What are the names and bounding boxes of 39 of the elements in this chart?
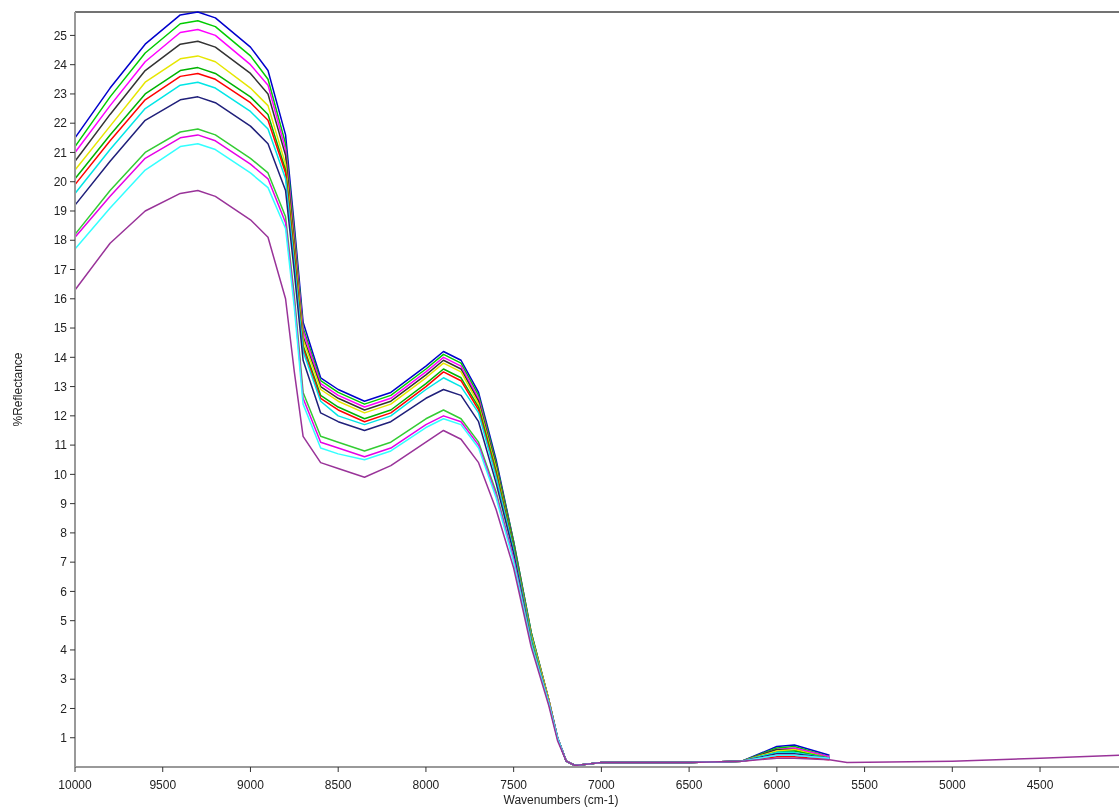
x-tick-label: 8000: [412, 778, 440, 792]
x-tick-label: 9000: [237, 778, 265, 792]
y-tick-label: 13: [53, 379, 68, 394]
y-tick-label: 23: [53, 87, 68, 102]
x-tick-label: 7500: [500, 778, 528, 792]
y-tick-label: 4: [60, 643, 68, 658]
y-tick-label: 5: [60, 613, 68, 628]
y-tick-label: 19: [53, 204, 68, 219]
y-tick-label: 12: [53, 409, 68, 424]
y-tick-label: 1: [60, 730, 68, 745]
y-tick-label: 24: [53, 57, 68, 72]
x-tick-label: 6000: [763, 778, 791, 792]
y-tick-label: 25: [53, 28, 68, 43]
x-tick-label: 10000: [58, 778, 93, 792]
y-tick-label: 20: [53, 174, 68, 189]
x-tick-label: 8500: [324, 778, 352, 792]
y-tick-label: 6: [60, 584, 68, 599]
x-tick-label: 5500: [851, 778, 879, 792]
x-tick-label: 6500: [675, 778, 703, 792]
x-tick-label: 7000: [588, 778, 616, 792]
y-tick-label: 9: [60, 496, 68, 511]
y-tick-label: 11: [54, 438, 68, 453]
y-tick-label: 15: [53, 321, 68, 336]
y-tick-label: 2: [60, 701, 68, 716]
y-tick-label: 10: [53, 467, 68, 482]
y-tick-label: 17: [53, 262, 68, 277]
y-tick-label: 21: [53, 145, 68, 160]
y-tick-label: 22: [53, 116, 68, 131]
y-tick-label: 14: [53, 350, 68, 365]
x-tick-label: 9500: [149, 778, 177, 792]
y-tick-label: 7: [60, 555, 68, 570]
x-tick-label: 4500: [1026, 778, 1054, 792]
y-axis-title: %Reflectance: [11, 352, 25, 427]
x-tick-label: 5000: [938, 778, 966, 792]
x-axis-title: Wavenumbers (cm-1): [503, 793, 619, 807]
y-tick-label: 16: [53, 291, 68, 306]
y-tick-label: 3: [60, 672, 68, 687]
y-tick-label: 8: [60, 526, 68, 541]
y-tick-label: 18: [53, 233, 68, 248]
